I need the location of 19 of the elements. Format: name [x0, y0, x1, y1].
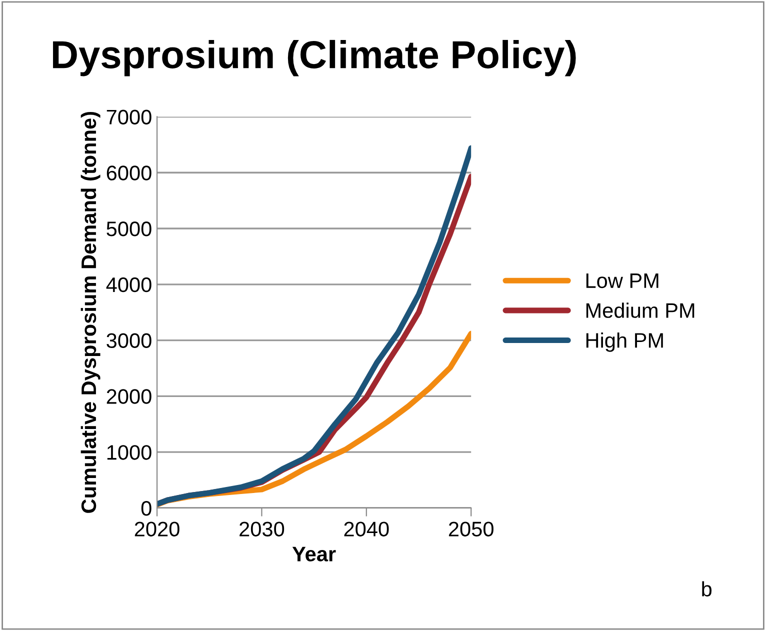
y-tick-label: 3000 — [106, 333, 152, 348]
y-tick-label: 6000 — [106, 166, 152, 180]
y-axis-title: Cumulative Dysprosium Demand (tonne) — [80, 112, 100, 513]
y-tick-label: 4000 — [106, 277, 152, 292]
y-tick-label: 1000 — [107, 445, 152, 460]
y-tick-label: 2000 — [106, 389, 152, 404]
y-tick-label: 0 — [141, 500, 152, 516]
chart-title: Dysprosium (Climate Policy) — [53, 40, 576, 76]
text: b — [702, 581, 712, 596]
x-tick-label: 2050 — [448, 522, 494, 536]
legend-label: Low PM — [586, 274, 658, 288]
y-tick-label: 5000 — [106, 222, 152, 236]
x-tick-label: 2040 — [344, 522, 389, 536]
y-tick-label: 7000 — [106, 110, 152, 124]
legend-label: Medium PM — [586, 302, 694, 318]
x-axis-title: Year — [292, 546, 336, 562]
x-tick-label: 2020 — [134, 522, 180, 536]
x-tick-label: 2030 — [240, 522, 284, 536]
legend-label: High PM — [586, 332, 663, 352]
